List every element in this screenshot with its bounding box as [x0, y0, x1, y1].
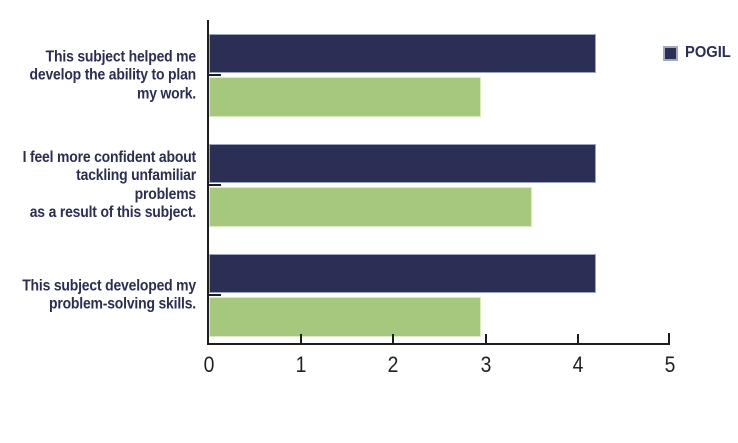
legend-swatch-pogil — [663, 45, 678, 61]
category-label-line: tackling unfamiliar problems — [76, 167, 196, 203]
bar-series2-row2 — [209, 187, 532, 227]
category-label-line: my work. — [136, 84, 196, 102]
category-label-row3: This subject developed my problem-solving… — [20, 277, 196, 314]
x-axis-tick-label-0: 0 — [203, 352, 215, 377]
x-axis-tick-4 — [576, 334, 579, 343]
x-axis-tick-1 — [300, 334, 303, 343]
category-label-row2: I feel more confident about tackling unfa… — [20, 148, 197, 223]
bar-series2-row3 — [209, 297, 481, 337]
x-axis-tick-3 — [484, 334, 487, 343]
bar-pogil-row1 — [209, 34, 597, 73]
x-axis-tick-label-2: 2 — [388, 352, 399, 377]
bar-pogil-row2 — [209, 144, 597, 183]
category-tick-row1 — [209, 74, 221, 76]
category-tick-row2 — [209, 184, 221, 186]
category-label-line: develop the ability to plan — [29, 66, 197, 84]
category-label-line: I feel more confident about — [22, 148, 197, 166]
legend-label-pogil: POGIL — [685, 44, 731, 61]
x-axis-end-cap — [668, 333, 670, 343]
category-label-line: This subject helped me — [45, 47, 196, 65]
category-label-line: This subject developed my — [22, 277, 197, 294]
x-axis-line — [207, 343, 670, 345]
category-label-row1: This subject helped me develop the abilit… — [20, 47, 197, 104]
x-axis-tick-label-3: 3 — [480, 352, 491, 377]
category-label-line: problem-solving skills. — [48, 295, 197, 313]
x-axis-tick-label-4: 4 — [572, 352, 584, 377]
x-axis-tick-label-1: 1 — [295, 352, 307, 377]
category-tick-row3 — [209, 294, 221, 296]
bar-pogil-row3 — [209, 254, 597, 293]
x-axis-tick-2 — [392, 334, 395, 343]
y-axis-line — [207, 20, 209, 344]
bar-series2-row1 — [209, 77, 481, 117]
x-axis-tick-label-5: 5 — [664, 352, 676, 377]
legend: POGIL — [663, 44, 735, 62]
category-label-line: as a result of this subject. — [29, 204, 197, 221]
